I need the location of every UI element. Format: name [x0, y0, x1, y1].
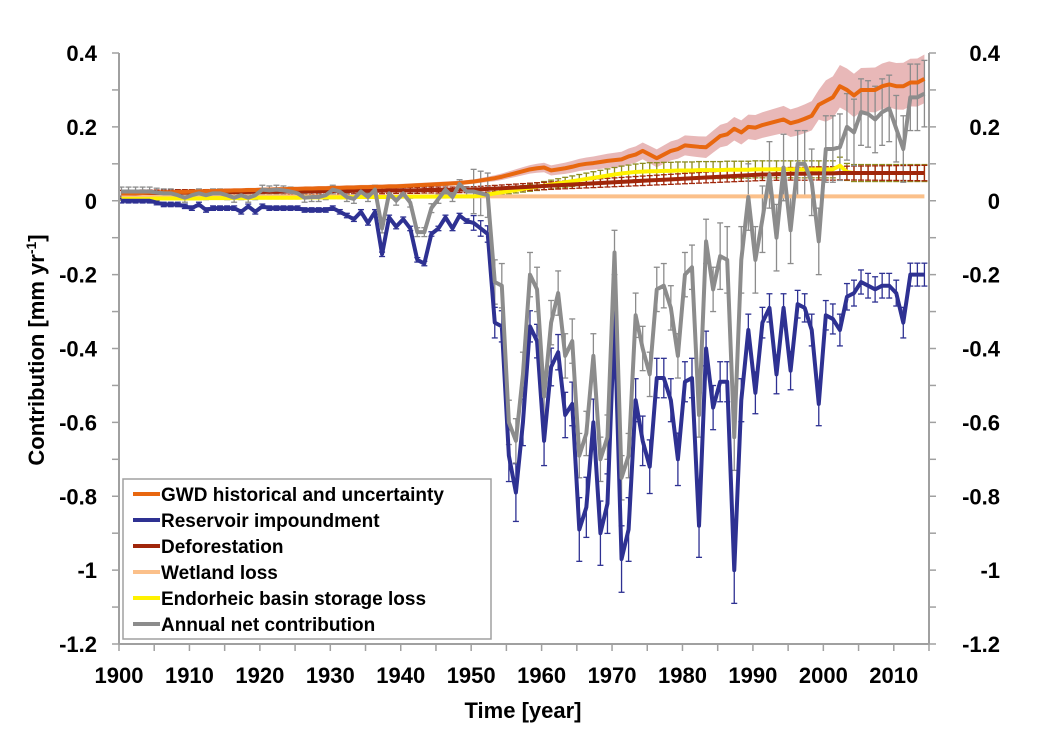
axis-ticks	[112, 52, 936, 651]
x-tick-label: 1940	[376, 663, 425, 688]
right-y-tick-label: -1	[980, 558, 1000, 583]
legend: GWD historical and uncertainty Reservoir …	[122, 478, 492, 640]
legend-items: GWD historical and uncertainty Reservoir …	[133, 485, 444, 636]
x-axis-title: Time [year]	[465, 698, 582, 723]
y-axis-title-main: Contribution [mm yr	[24, 254, 49, 466]
legend-label: Reservoir impoundment	[161, 511, 380, 532]
x-tick-labels: 1900 1910 1920 1930 1940 1950 1960 1970 1980 1990…	[95, 663, 919, 688]
x-tick-label: 2010	[869, 663, 918, 688]
right-y-tick-label: 0.4	[969, 41, 1000, 66]
legend-label: Annual net contribution	[161, 615, 375, 636]
gwd-historical-and-uncertainty-line	[121, 77, 926, 196]
right-y-tick-label: 0.2	[969, 115, 1000, 140]
reservoir-impoundment-points	[121, 200, 925, 571]
left-y-tick-label: -0.4	[59, 337, 98, 362]
x-tick-label: 1970	[588, 663, 637, 688]
left-y-tick-label: 0.4	[66, 41, 97, 66]
y-axis-title-superscript: -1	[23, 242, 39, 255]
plot-area	[118, 54, 928, 605]
right-y-tick-label: -0.2	[962, 263, 1000, 288]
legend-label: Endorheic basin storage loss	[161, 589, 426, 610]
right-y-tick-label: -0.8	[962, 484, 1000, 509]
gwd-historical-and-uncertainty-points	[121, 78, 925, 194]
x-tick-label: 1980	[658, 663, 707, 688]
legend-item-deforestation: Deforestation	[133, 537, 283, 558]
legend-box	[122, 478, 492, 640]
left-y-tick-label: -0.6	[59, 410, 97, 435]
legend-item-wetland-loss: Wetland loss	[133, 563, 278, 584]
left-y-tick-labels: 0.4 0.2 0 -0.2 -0.4 -0.6 -0.8 -1 -1.2	[59, 41, 98, 657]
x-tick-label: 1930	[306, 663, 355, 688]
right-y-tick-label: 0	[988, 189, 1000, 214]
left-y-tick-label: -0.2	[59, 263, 97, 288]
legend-item-gwd-historical-and-uncertainty: GWD historical and uncertainty	[133, 485, 444, 506]
y-axis-title: Contribution [mm yr-1]	[23, 234, 49, 465]
y-axis-title-close: ]	[24, 234, 49, 241]
x-tick-label: 1920	[235, 663, 284, 688]
annual-net-contribution-points	[121, 93, 925, 478]
x-tick-label: 1900	[95, 663, 144, 688]
x-tick-label: 1910	[165, 663, 214, 688]
legend-item-annual-net-contribution: Annual net contribution	[133, 615, 375, 636]
right-y-tick-label: -0.4	[962, 337, 1001, 362]
right-y-tick-label: -0.6	[962, 410, 1000, 435]
left-y-tick-label: 0	[85, 189, 97, 214]
axes: 0.4 0.2 0 -0.2 -0.4 -0.6 -0.8 -1 -1.2 0.4 0.2 0 -0.…	[59, 41, 1001, 688]
left-y-tick-label: -0.8	[59, 484, 97, 509]
left-y-tick-label: -1.2	[59, 632, 97, 657]
legend-label: Wetland loss	[161, 563, 278, 584]
left-y-tick-label: -1	[77, 558, 97, 583]
x-tick-label: 1990	[728, 663, 777, 688]
right-y-tick-labels: 0.4 0.2 0 -0.2 -0.4 -0.6 -0.8 -1 -1.2	[962, 41, 1001, 657]
x-tick-label: 1950	[447, 663, 496, 688]
legend-label: Deforestation	[161, 537, 283, 558]
left-y-tick-label: 0.2	[66, 115, 97, 140]
x-tick-label: 1960	[517, 663, 566, 688]
legend-item-endorheic-basin-storage-loss: Endorheic basin storage loss	[133, 589, 426, 610]
right-y-tick-label: -1.2	[962, 632, 1000, 657]
series-lines-layer	[121, 77, 926, 573]
x-tick-label: 2000	[799, 663, 848, 688]
legend-item-reservoir-impoundment: Reservoir impoundment	[133, 511, 380, 532]
legend-label: GWD historical and uncertainty	[161, 485, 444, 506]
